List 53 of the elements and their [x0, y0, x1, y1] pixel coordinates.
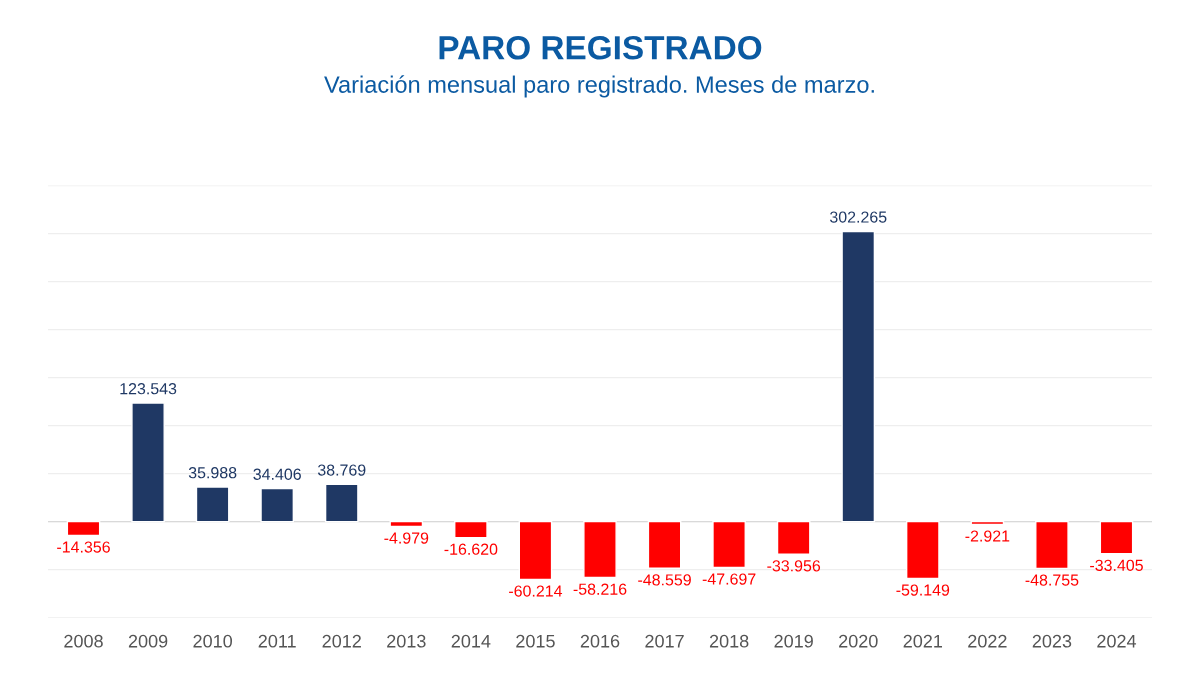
data-label: 38.769 [317, 464, 366, 476]
data-label: -33.405 [1090, 559, 1143, 571]
bar [712, 520, 746, 569]
data-label: -48.755 [1025, 574, 1079, 586]
data-label: -59.149 [896, 584, 950, 596]
x-tick-label: 2014 [451, 634, 491, 648]
x-tick-label: 2013 [387, 634, 426, 648]
bar [518, 520, 553, 581]
bar [776, 520, 811, 555]
x-tick-label: 2008 [64, 634, 103, 648]
bar [66, 520, 101, 537]
data-label: -4.979 [384, 532, 429, 544]
x-tick-label: 2020 [839, 634, 878, 648]
data-label: -47.697 [702, 573, 756, 585]
x-tick-label: 2009 [128, 634, 168, 648]
data-label: -60.214 [509, 585, 563, 597]
x-tick-label: 2023 [1032, 634, 1072, 648]
x-tick-label: 2010 [193, 634, 233, 648]
chart-subtitle: Variación mensual paro registrado. Meses de marzo. [324, 75, 874, 98]
bar [905, 520, 940, 580]
x-tick-label: 2016 [580, 634, 620, 648]
data-label: 123.543 [120, 383, 177, 395]
x-tick-label: 2024 [1097, 634, 1137, 648]
bar [1099, 520, 1134, 555]
bar [970, 520, 1005, 526]
x-tick-label: 2022 [968, 634, 1007, 648]
bar [1035, 520, 1069, 570]
data-label: -14.356 [57, 541, 110, 553]
x-tick-label: 2012 [322, 634, 361, 648]
x-tick-label: 2011 [258, 634, 296, 648]
x-tick-label: 2018 [709, 634, 749, 648]
bar [841, 230, 876, 523]
bar [324, 483, 359, 523]
bar [260, 487, 295, 523]
data-label: -16.620 [444, 543, 498, 555]
data-label: -58.216 [573, 583, 627, 595]
bar [195, 486, 230, 523]
data-label: -48.559 [638, 574, 691, 586]
data-label: 35.988 [188, 467, 237, 479]
x-tick-label: 2021 [903, 634, 943, 648]
bar [454, 520, 488, 539]
chart-title: PARO REGISTRADO [439, 35, 762, 60]
x-tick-label: 2015 [516, 634, 555, 648]
data-label: -33.956 [767, 560, 821, 572]
bar [583, 520, 617, 579]
bar [647, 520, 682, 569]
data-label: -2.921 [965, 530, 1010, 542]
x-tick-label: 2019 [774, 634, 813, 648]
bar [131, 402, 165, 523]
data-label: 302.265 [829, 211, 887, 223]
x-tick-label: 2017 [645, 634, 684, 648]
data-label: 34.406 [253, 468, 301, 480]
bar [389, 520, 424, 528]
